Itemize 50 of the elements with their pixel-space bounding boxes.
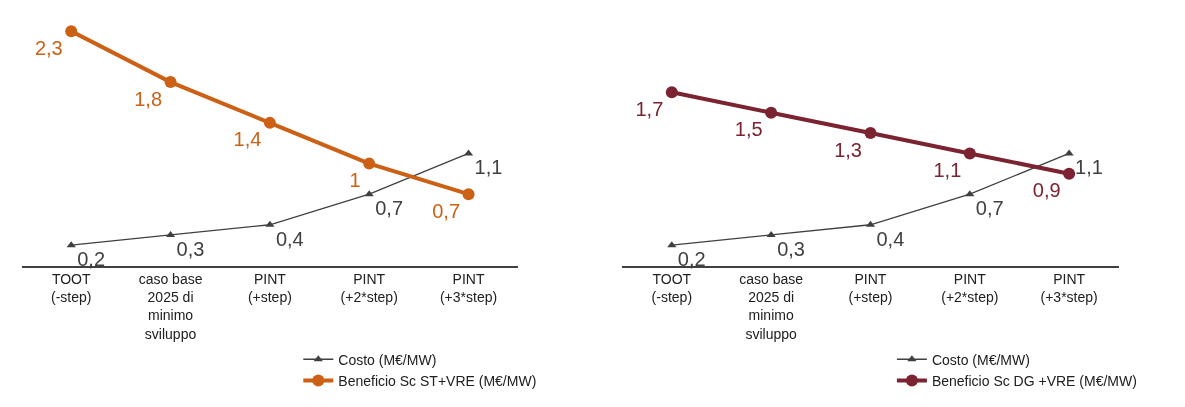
x-tick-label: PINT (+step) [848,271,893,306]
data-label: 1,1 [1075,156,1103,179]
data-label: 2,3 [34,36,63,59]
data-label: 0,7 [432,199,461,222]
x-tick-label: TOOT (-step) [651,271,693,306]
legend-label: Costo (M€/MW) [338,351,437,368]
data-label: 1,8 [134,87,163,110]
point [364,190,374,197]
data-label: 0,4 [275,227,304,250]
point [263,116,276,129]
point [66,241,76,248]
x-tick-label: PINT (+2*step) [941,271,999,306]
point [462,188,475,201]
legend-label: Costo (M€/MW) [931,351,1030,368]
point [963,147,976,160]
data-label: 1,1 [474,156,503,179]
point [667,241,677,248]
point [665,86,678,99]
data-label: 0,7 [975,197,1004,220]
point [1063,167,1076,180]
data-label: 1,1 [933,158,962,181]
legend-label: Beneficio Sc DG +VRE (M€/MW) [931,372,1137,389]
point [65,25,78,38]
legend-label: Beneficio Sc ST+VRE (M€/MW) [338,372,537,389]
x-tick-label: PINT (+3*step) [1040,271,1098,306]
data-label: 1,5 [734,118,763,141]
data-label: 0,7 [375,197,404,220]
point [965,190,975,197]
x-tick-label: PINT (+step) [247,271,292,306]
data-label: 0,4 [876,227,905,250]
data-label: 1,7 [635,97,664,120]
point [766,230,776,237]
point [164,76,177,89]
data-label: 1 [349,169,361,192]
data-label: 1,4 [233,128,262,151]
point [765,106,778,119]
x-tick-label: PINT (+3*step) [439,271,498,306]
point [864,127,877,140]
x-tick-label: TOOT (-step) [50,271,92,306]
x-tick-label: caso base 2025 di minimo sviluppo [138,271,203,342]
data-label: 0,2 [77,248,106,271]
point [265,220,275,227]
data-label: 0,3 [777,237,805,260]
x-tick-label: PINT (+2*step) [340,271,398,306]
point [363,157,376,170]
data-label: 1,3 [834,138,862,161]
data-label: 0,9 [1032,179,1061,202]
data-label: 0,3 [176,237,205,260]
x-tick-label: caso base 2025 di minimo sviluppo [739,271,804,342]
data-label: 0,2 [677,248,706,271]
